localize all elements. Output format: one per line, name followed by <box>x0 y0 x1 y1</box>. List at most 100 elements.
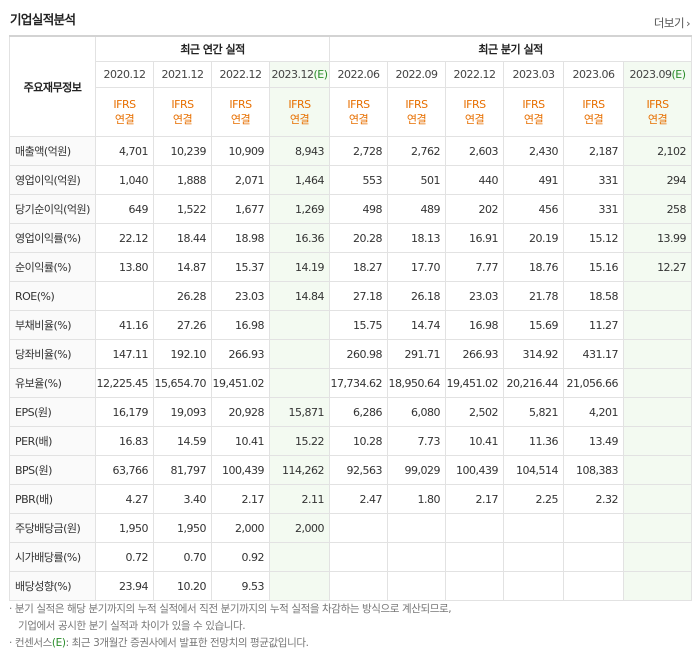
row-label[interactable]: 영업이익률(%) <box>9 223 96 253</box>
value-cell: 331 <box>563 165 625 195</box>
value-cell: 16,179 <box>95 397 154 427</box>
value-cell: 10,239 <box>153 136 212 166</box>
value-cell: 15.22 <box>268 426 331 456</box>
value-cell: 147.11 <box>95 339 154 369</box>
value-cell: 2.25 <box>503 484 565 514</box>
value-cell: 23.03 <box>445 281 505 311</box>
value-cell: 14.19 <box>268 252 331 282</box>
value-cell: 1,950 <box>95 513 154 543</box>
value-cell: 16.98 <box>211 310 270 340</box>
value-cell: 13.99 <box>623 223 693 253</box>
row-label[interactable]: 영업이익(억원) <box>9 165 96 195</box>
value-cell: 2,502 <box>445 397 505 427</box>
value-cell: 1,269 <box>268 194 331 224</box>
value-cell: 4.27 <box>95 484 154 514</box>
row-label[interactable]: 부채비율(%) <box>9 310 96 340</box>
value-cell: 19,451.02 <box>445 368 505 398</box>
value-cell: 15,654.70 <box>153 368 212 398</box>
value-cell: 1,677 <box>211 194 270 224</box>
row-label[interactable]: 주당배당금(원) <box>9 513 96 543</box>
value-cell <box>623 455 693 485</box>
value-cell: 15,871 <box>268 397 331 427</box>
value-cell: 20,928 <box>211 397 270 427</box>
table-row: 매출액(억원) 4,701 10,239 10,909 8,943 2,728 2,762 2… <box>9 136 693 166</box>
more-label: 더보기 <box>653 16 685 30</box>
row-label[interactable]: ROE(%) <box>9 281 96 311</box>
value-cell: 2,728 <box>329 136 389 166</box>
value-cell: 17,734.62 <box>329 368 389 398</box>
value-cell: 266.93 <box>211 339 270 369</box>
row-label[interactable]: 당좌비율(%) <box>9 339 96 369</box>
row-label[interactable]: 배당성향(%) <box>9 571 96 601</box>
value-cell: 10,909 <box>211 136 270 166</box>
value-cell: 2,430 <box>503 136 565 166</box>
row-label[interactable]: 순이익률(%) <box>9 252 96 282</box>
value-cell <box>623 281 693 311</box>
value-cell <box>329 571 389 601</box>
value-cell: 99,029 <box>387 455 447 485</box>
value-cell: 21,056.66 <box>563 368 625 398</box>
row-label[interactable]: 유보율(%) <box>9 368 96 398</box>
value-cell: 2,603 <box>445 136 505 166</box>
row-label[interactable]: PER(배) <box>9 426 96 456</box>
value-cell: 27.18 <box>329 281 389 311</box>
value-cell: 2,187 <box>563 136 625 166</box>
value-cell: 10.41 <box>211 426 270 456</box>
ifrs-basis-label: IFRS 연결 <box>329 87 389 137</box>
row-label[interactable]: PBR(배) <box>9 484 96 514</box>
row-label[interactable]: 시가배당률(%) <box>9 542 96 572</box>
value-cell: 2.47 <box>329 484 389 514</box>
value-cell: 18.58 <box>563 281 625 311</box>
row-label[interactable]: BPS(원) <box>9 455 96 485</box>
period-header: 2022.12 <box>211 61 270 88</box>
ifrs-basis-label: IFRS 연결 <box>153 87 212 137</box>
value-cell: 2.11 <box>268 484 331 514</box>
row-label[interactable]: 당기순이익(억원) <box>9 194 96 224</box>
value-cell: 16.36 <box>268 223 331 253</box>
value-cell: 7.77 <box>445 252 505 282</box>
value-cell: 14.59 <box>153 426 212 456</box>
value-cell: 2.17 <box>211 484 270 514</box>
row-label[interactable]: 매출액(억원) <box>9 136 96 166</box>
row-label[interactable]: EPS(원) <box>9 397 96 427</box>
value-cell: 22.12 <box>95 223 154 253</box>
value-cell: 4,201 <box>563 397 625 427</box>
value-cell: 1,888 <box>153 165 212 195</box>
value-cell <box>623 513 693 543</box>
period-header-estimate: 2023.12(E) <box>268 61 331 88</box>
value-cell: 10.20 <box>153 571 212 601</box>
value-cell: 18.76 <box>503 252 565 282</box>
table-row: 영업이익률(%) 22.12 18.44 18.98 16.36 20.28 18.13 16… <box>9 223 693 253</box>
value-cell <box>623 310 693 340</box>
value-cell: 18.44 <box>153 223 212 253</box>
ifrs-basis-label: IFRS 연결 <box>95 87 154 137</box>
value-cell: 14.74 <box>387 310 447 340</box>
value-cell: 8,943 <box>268 136 331 166</box>
value-cell: 13.80 <box>95 252 154 282</box>
value-cell: 10.41 <box>445 426 505 456</box>
value-cell: 114,262 <box>268 455 331 485</box>
value-cell: 15.37 <box>211 252 270 282</box>
value-cell <box>623 339 693 369</box>
value-cell <box>387 571 447 601</box>
value-cell: 258 <box>623 194 693 224</box>
value-cell: 12,225.45 <box>95 368 154 398</box>
period-header: 2023.03 <box>503 61 565 88</box>
value-cell: 1.80 <box>387 484 447 514</box>
value-cell: 18.27 <box>329 252 389 282</box>
value-cell: 15.16 <box>563 252 625 282</box>
value-cell: 20.19 <box>503 223 565 253</box>
value-cell: 16.98 <box>445 310 505 340</box>
more-link[interactable]: 더보기 › <box>653 15 691 31</box>
value-cell: 17.70 <box>387 252 447 282</box>
value-cell: 456 <box>503 194 565 224</box>
value-cell: 10.28 <box>329 426 389 456</box>
table-row: 순이익률(%) 13.80 14.87 15.37 14.19 18.27 17.70 7.7… <box>9 252 693 282</box>
note-quarter-cont: 기업에서 공시한 분기 실적과 차이가 있을 수 있습니다. <box>18 620 246 632</box>
ifrs-basis-label: IFRS 연결 <box>503 87 565 137</box>
value-cell: 202 <box>445 194 505 224</box>
table-row: 유보율(%) 12,225.45 15,654.70 19,451.02 17,734.… <box>9 368 693 398</box>
value-cell <box>387 513 447 543</box>
table-row: BPS(원) 63,766 81,797 100,439 114,262 92,563 99… <box>9 455 693 485</box>
value-cell: 260.98 <box>329 339 389 369</box>
